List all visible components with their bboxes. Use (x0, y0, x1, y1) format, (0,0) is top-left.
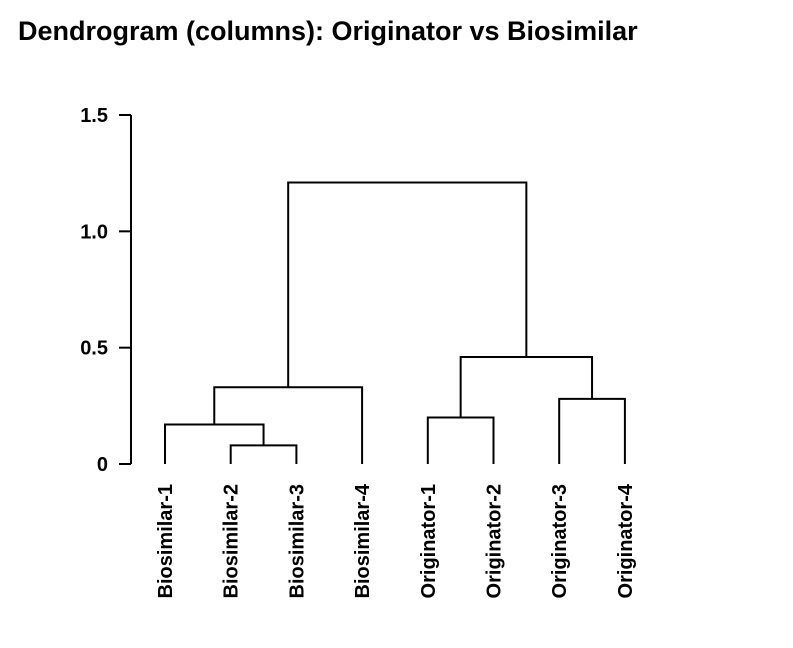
y-tick-label: 1.0 (80, 221, 108, 243)
dendrogram-links (164, 181, 626, 464)
dendrogram-link (426, 416, 495, 464)
dendrogram-link (287, 181, 528, 388)
leaf-label: Biosimilar-2 (221, 484, 243, 598)
leaf-labels: Biosimilar-1 Biosimilar-2 Biosimilar-3 Bios… (155, 483, 637, 598)
leaf-label: Originator-3 (549, 484, 571, 598)
y-ticks: 0 0.5 1.0 1.5 (80, 105, 131, 476)
leaf-label: Biosimilar-3 (286, 484, 308, 598)
leaf-label: Biosimilar-4 (352, 483, 374, 598)
dendrogram-link (164, 423, 265, 464)
leaf-label: Biosimilar-1 (155, 484, 177, 598)
leaf-label: Originator-4 (615, 483, 637, 598)
y-tick-label: 1.5 (80, 105, 108, 127)
dendrogram-link (213, 386, 364, 464)
y-tick-label: 0 (97, 454, 108, 476)
dendrogram-link (459, 355, 594, 418)
dendrogram-link (558, 397, 626, 464)
leaf-label: Originator-1 (418, 484, 440, 598)
y-tick-label: 0.5 (80, 338, 108, 360)
dendrogram-link (229, 444, 298, 464)
leaf-label: Originator-2 (484, 484, 506, 598)
chart-title: Dendrogram (columns): Originator vs Bios… (18, 16, 638, 46)
